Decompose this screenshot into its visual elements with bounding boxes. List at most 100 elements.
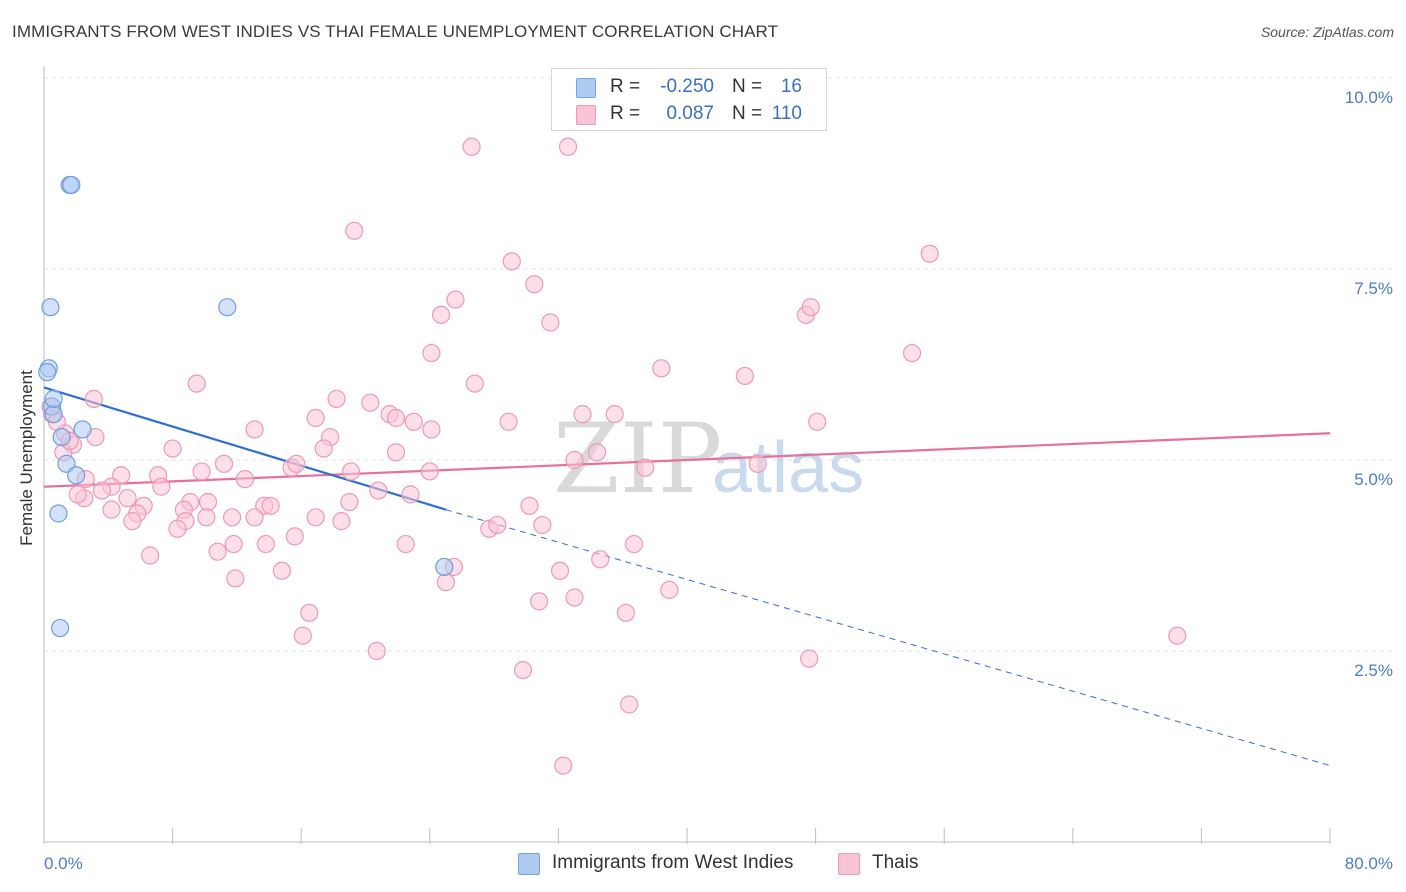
point-west-indies — [41, 298, 60, 317]
point-west-indies — [38, 363, 57, 382]
y-tick-label: 7.5% — [1354, 279, 1393, 298]
legend-n-label: N = — [732, 103, 763, 124]
point-thais — [624, 534, 644, 554]
point-thais — [285, 527, 304, 546]
point-thais — [550, 561, 570, 580]
point-thais — [591, 550, 610, 569]
legend-r-value: 0.087 — [666, 103, 714, 124]
point-thais — [361, 393, 380, 412]
point-thais — [446, 290, 465, 309]
legend-r-label: R = — [610, 76, 641, 97]
legend-r-value: -0.250 — [660, 76, 714, 97]
point-thais — [256, 534, 275, 554]
legend-n-label: N = — [732, 76, 763, 97]
point-thais — [520, 496, 539, 515]
point-west-indies — [44, 405, 63, 424]
legend-row-west-indies: R = -0.250 N = 16 — [552, 74, 826, 100]
point-west-indies — [67, 466, 86, 485]
point-thais — [224, 534, 243, 554]
point-thais — [272, 561, 292, 580]
point-thais — [488, 515, 507, 535]
correlation-legend: R = -0.250 N = 16 R = 0.087 N = 110 — [551, 68, 827, 131]
point-thais — [192, 462, 211, 481]
point-thais — [541, 313, 560, 332]
point-thais — [68, 485, 87, 504]
grid-lines — [44, 77, 1394, 652]
point-thais — [168, 519, 187, 538]
legend-swatch-thais — [576, 105, 596, 125]
data-points — [38, 137, 1187, 775]
watermark-atlas: atlas — [712, 428, 864, 508]
point-west-indies — [52, 427, 71, 447]
point-thais — [197, 508, 216, 527]
point-west-indies — [435, 557, 454, 577]
point-thais — [525, 275, 544, 294]
point-thais — [214, 454, 234, 473]
point-thais — [293, 626, 312, 645]
point-thais — [422, 420, 441, 439]
point-thais — [436, 573, 455, 592]
point-thais — [345, 221, 364, 240]
point-thais — [462, 137, 481, 156]
y-tick-label: 5.0% — [1354, 470, 1393, 489]
point-thais — [735, 366, 754, 386]
point-thais — [620, 695, 639, 714]
point-thais — [587, 443, 607, 462]
trend-line-west-indies-extrapolated — [445, 509, 1331, 767]
point-west-indies — [218, 298, 237, 317]
point-thais — [396, 534, 415, 554]
point-thais — [208, 542, 227, 561]
point-thais — [367, 641, 386, 661]
point-thais — [808, 412, 827, 431]
point-thais — [287, 454, 306, 473]
point-thais — [332, 512, 351, 531]
point-thais — [558, 137, 578, 156]
point-thais — [187, 374, 206, 393]
point-west-indies — [50, 618, 70, 638]
x-tick-label-max: 80.0% — [1345, 854, 1393, 873]
point-thais — [226, 569, 245, 588]
y-axis-label: Female Unemployment — [17, 370, 36, 546]
legend-n-value: 16 — [780, 76, 802, 97]
point-thais — [636, 458, 655, 477]
point-thais — [369, 481, 388, 500]
point-thais — [605, 405, 624, 424]
point-thais — [163, 439, 182, 458]
point-thais — [340, 492, 359, 512]
point-thais — [386, 408, 406, 428]
point-thais — [573, 405, 592, 424]
point-thais — [327, 389, 346, 408]
point-thais — [660, 580, 679, 599]
bottom-legend-label: Thais — [872, 852, 919, 873]
chart-title: IMMIGRANTS FROM WEST INDIES VS THAI FEMA… — [12, 22, 779, 41]
point-thais — [652, 359, 671, 378]
point-thais — [314, 439, 333, 458]
point-thais — [554, 756, 573, 775]
bottom-legend-swatch — [518, 853, 540, 875]
source-label: Source: ZipAtlas.com — [1260, 24, 1394, 40]
point-thais — [902, 343, 922, 363]
point-thais — [533, 515, 552, 535]
point-west-indies — [73, 420, 92, 439]
point-west-indies — [44, 389, 63, 408]
point-thais — [300, 603, 319, 622]
point-thais — [748, 454, 767, 473]
point-thais — [565, 450, 584, 470]
point-thais — [245, 508, 264, 527]
point-thais — [431, 305, 451, 324]
bottom-legend-label: Immigrants from West Indies — [552, 852, 794, 873]
point-thais — [198, 492, 218, 512]
point-thais — [123, 512, 142, 531]
legend-n-value: 110 — [771, 103, 802, 124]
y-tick-label: 2.5% — [1354, 661, 1393, 680]
point-thais — [306, 508, 325, 527]
point-thais — [565, 588, 584, 607]
point-thais — [499, 412, 518, 431]
point-thais — [118, 489, 137, 508]
point-thais — [245, 420, 264, 439]
point-west-indies — [62, 175, 81, 195]
trend-line-thais — [43, 432, 1331, 488]
axes: 2.5% 5.0% 7.5% 10.0% 0.0% 80.0% — [43, 66, 1393, 873]
point-thais — [140, 546, 160, 565]
